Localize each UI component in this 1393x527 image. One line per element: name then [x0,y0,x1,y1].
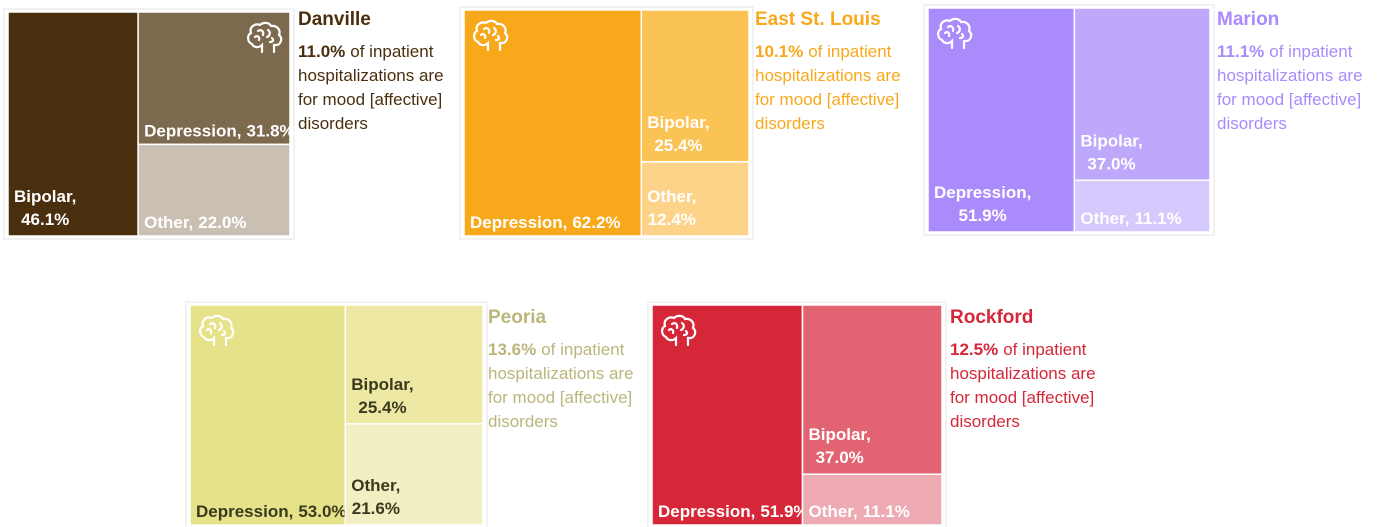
treemap-tile [801,304,943,475]
tile-category: Depression, [934,183,1031,202]
annotation-text: of inpatient hospitalizations are for mo… [950,340,1096,431]
annotation-block: Danville 11.0% of inpatient hospitalizatio… [298,8,448,136]
chart-title: Peoria [488,307,547,328]
tile-value: 62.2% [572,213,620,232]
treemap-tile [927,7,1076,233]
frame [459,6,754,240]
brain-outline [247,21,283,54]
tile-category: Depression, [470,213,567,232]
treemap-tile [640,9,750,163]
annotation-block: Peoria 13.6% of inpatient hospitalizations… [488,306,638,434]
tile-label: Other, 11.1% [1080,209,1181,228]
treemap-tile [640,161,750,237]
tile-value: 53.0% [298,502,346,521]
brain-fold [205,321,227,337]
brain-icon [247,21,283,54]
tile-value: 25.4% [358,398,406,417]
tile-category: Depression, [144,121,241,140]
annotation-text: of inpatient hospitalizations are for mo… [755,42,901,133]
tile-label: Depression, 31.8% [144,121,295,140]
tile-value: 31.8% [246,121,294,140]
annotation-value: 12.5% [950,340,999,359]
brain-icon [473,19,509,52]
tile-value: 46.1% [21,210,69,229]
tile-label: Depression, 51.9% [658,502,809,521]
brain-icon [937,17,973,50]
tile-label: Depression, 62.2% [470,213,621,232]
tile-value: 21.6% [352,499,400,518]
treemap-tile [7,11,139,237]
tile-category: Other, [351,476,400,495]
brain-outline [199,314,235,347]
annotation-text: of inpatient hospitalizations are for mo… [488,340,634,431]
annotation-value: 11.0% [298,42,346,61]
frame [923,4,1215,236]
frame [647,301,947,527]
treemap-tile [137,143,291,237]
frame [185,301,488,527]
treemap-tile [344,304,484,425]
brain-fold [667,321,689,337]
frame [3,8,295,240]
treemap-tile [344,423,484,526]
brain-icon [199,314,235,347]
treemap-tile [189,304,347,526]
brain-outline [661,314,697,347]
tile-category: Other, [144,213,193,232]
tile-category: Other, [1080,209,1129,228]
chart-title: East St. Louis [755,9,881,30]
annotation: 11.0% of inpatient hospitalizations are f… [298,40,448,136]
treemap-tile [1073,7,1211,182]
tile-value: 37.0% [816,448,864,467]
annotation: 10.1% of inpatient hospitalizations are f… [755,40,905,136]
annotation-value: 10.1% [755,42,804,61]
tile-category: Bipolar, [809,425,871,444]
annotation: 12.5% of inpatient hospitalizations are f… [950,338,1100,434]
tile-label: Other, 22.0% [144,213,246,232]
tile-label: Depression, 53.0% [196,502,347,521]
tile-value: 12.4% [648,210,696,229]
annotation: 11.1% of inpatient hospitalizations are f… [1217,40,1367,136]
annotation-block: Marion 11.1% of inpatient hospitalizations… [1217,8,1367,136]
annotation-block: Rockford 12.5% of inpatient hospitalizatio… [950,306,1100,434]
tile-label: Other, 11.1% [809,502,910,521]
brain-outline [937,17,973,50]
tile-category: Depression, [658,502,755,521]
tile-value: 11.1% [863,502,910,521]
chart-title: Rockford [950,307,1034,328]
brain-fold [253,28,275,44]
treemap-tile [137,11,291,146]
tile-value: 51.9% [959,206,1007,225]
annotation-value: 13.6% [488,340,537,359]
annotation-value: 11.1% [1217,42,1265,61]
tile-value: 25.4% [654,136,702,155]
tile-category: Other, [647,187,696,206]
tile-category: Bipolar, [14,187,76,206]
tile-category: Bipolar, [351,375,413,394]
annotation-text: of inpatient hospitalizations are for mo… [1217,42,1363,133]
annotation: 13.6% of inpatient hospitalizations are f… [488,338,638,434]
chart-title: Marion [1217,9,1280,30]
tile-category: Bipolar, [647,113,709,132]
treemap-tile [1073,179,1211,233]
chart-title: Danville [298,9,371,30]
annotation-text: of inpatient hospitalizations are for mo… [298,42,444,133]
brain-fold [479,26,501,42]
brain-icon [661,314,697,347]
treemap-tile [801,473,943,526]
tile-value: 37.0% [1087,154,1135,173]
tile-category: Bipolar, [1080,131,1142,150]
tile-value: 11.1% [1134,209,1181,228]
annotation-block: East St. Louis 10.1% of inpatient hospital… [755,8,905,136]
brain-fold [943,24,965,40]
tile-category: Depression, [196,502,293,521]
tile-category: Other, [809,502,858,521]
treemap-tile [463,9,643,237]
tile-value: 22.0% [198,213,246,232]
tile-value: 51.9% [760,502,808,521]
brain-outline [473,19,509,52]
